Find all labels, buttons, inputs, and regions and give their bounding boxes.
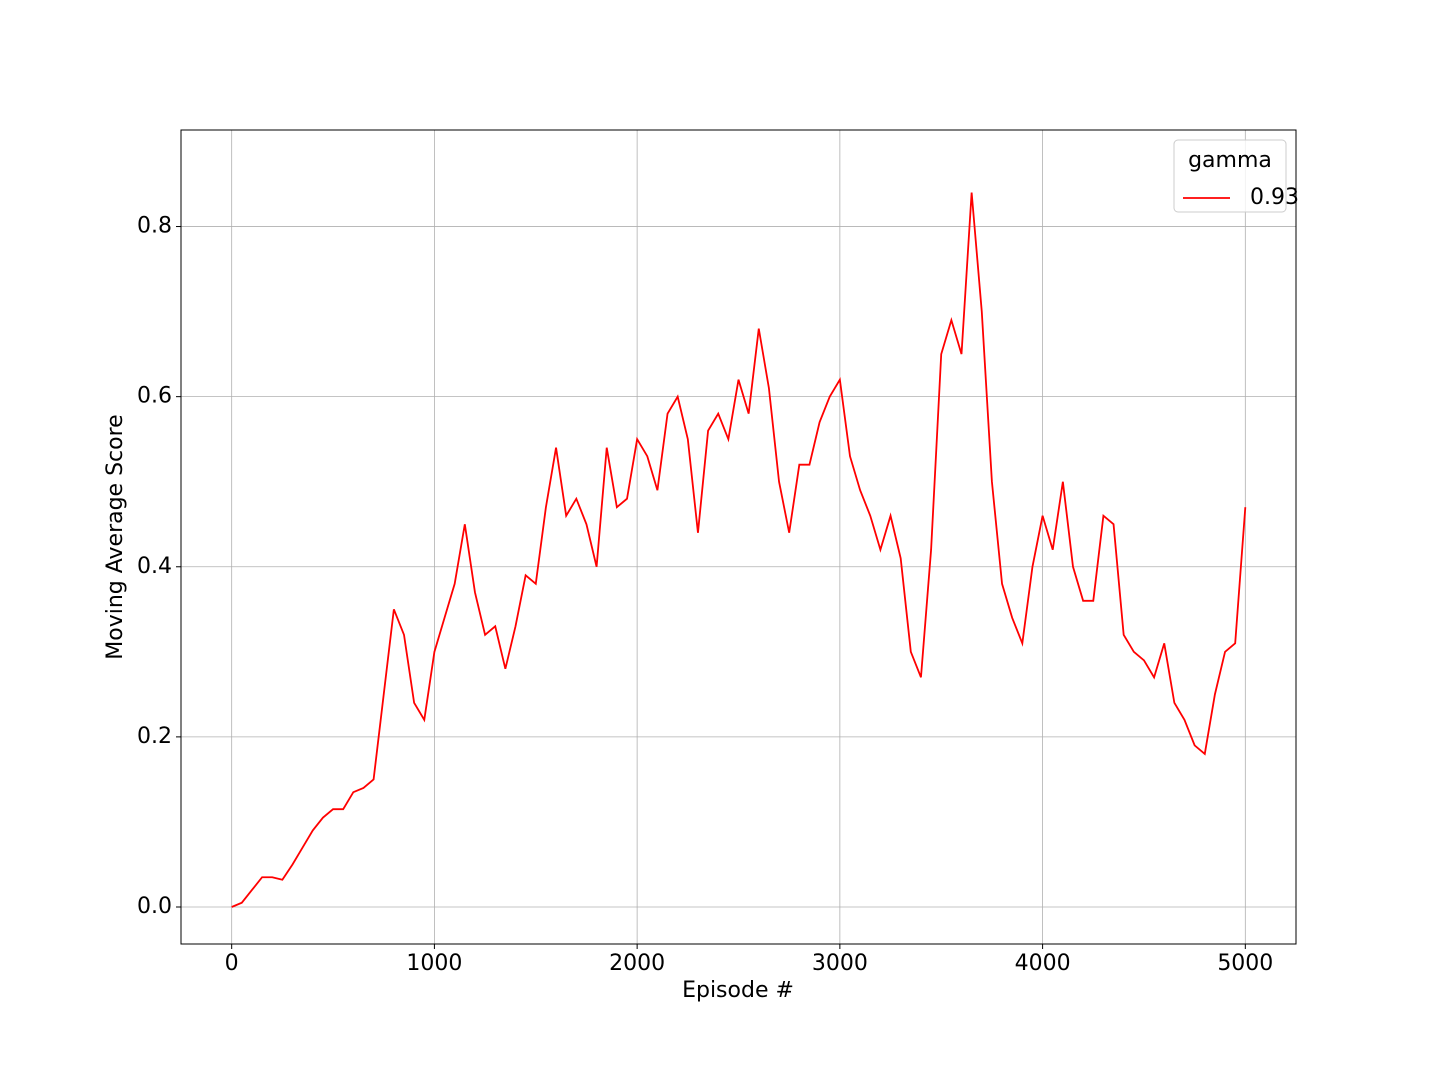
legend-label: 0.93: [1250, 185, 1299, 210]
y-tick-label: 0.6: [137, 384, 172, 409]
x-tick-label: 2000: [609, 951, 665, 976]
x-tick-label: 4000: [1015, 951, 1071, 976]
legend-title: gamma: [1188, 148, 1272, 173]
x-axis-label: Episode #: [682, 978, 794, 1003]
legend-box: [1173, 139, 1287, 213]
x-tick-label: 1000: [406, 951, 462, 976]
y-tick-label: 0.4: [137, 554, 172, 579]
y-axis-label: Moving Average Score: [103, 414, 128, 659]
y-tick-label: 0.8: [137, 214, 172, 239]
x-tick-label: 0: [225, 951, 239, 976]
y-tick-label: 0.0: [137, 894, 172, 919]
data-line: [231, 192, 1247, 908]
x-tick-label: 3000: [812, 951, 868, 976]
x-tick-label: 5000: [1217, 951, 1273, 976]
y-tick-label: 0.2: [137, 724, 172, 749]
plot-frame: [180, 129, 1297, 945]
